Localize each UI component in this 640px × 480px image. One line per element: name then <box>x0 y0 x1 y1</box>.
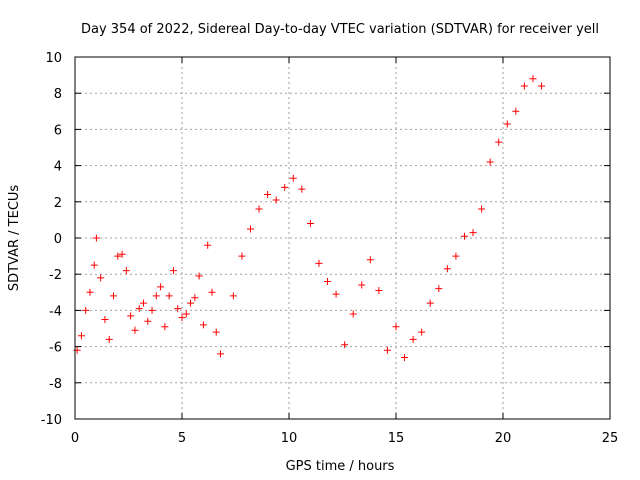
data-point <box>82 306 90 314</box>
y-tick-label: 4 <box>54 160 62 175</box>
data-point <box>281 183 289 191</box>
y-tick-label: 0 <box>54 232 62 247</box>
data-point <box>165 292 173 300</box>
x-tick-label: 15 <box>388 431 405 446</box>
data-point <box>212 328 220 336</box>
data-point <box>272 196 280 204</box>
data-point <box>161 323 169 331</box>
data-point <box>306 220 314 228</box>
data-point <box>409 335 417 343</box>
data-point <box>204 241 212 249</box>
data-point <box>503 120 511 128</box>
data-point <box>443 265 451 273</box>
data-point <box>435 285 443 293</box>
data-point <box>478 205 486 213</box>
data-point <box>255 205 263 213</box>
data-point <box>139 299 147 307</box>
x-axis-label: GPS time / hours <box>286 459 395 474</box>
data-point <box>298 185 306 193</box>
data-point <box>469 229 477 237</box>
y-tick-label: 6 <box>54 123 62 138</box>
x-tick-label: 10 <box>281 431 298 446</box>
y-tick-label: 10 <box>45 51 62 66</box>
data-point <box>358 281 366 289</box>
y-tick-label: 2 <box>54 196 62 211</box>
data-point <box>148 306 156 314</box>
x-tick-label: 5 <box>178 431 186 446</box>
axis-ticks: 0 5 10 15 20 25 -10 -8 -6 -4 -2 0 2 4 6 8 10 <box>41 51 619 446</box>
data-point <box>512 107 520 115</box>
data-point <box>486 158 494 166</box>
data-point <box>392 323 400 331</box>
x-tick-label: 20 <box>495 431 512 446</box>
data-point <box>86 288 94 296</box>
data-points <box>73 75 546 361</box>
y-tick-label: -10 <box>41 413 62 428</box>
data-point <box>110 292 118 300</box>
data-point <box>127 312 135 320</box>
data-point <box>77 332 85 340</box>
data-point <box>418 328 426 336</box>
data-point <box>495 138 503 146</box>
data-point <box>182 310 190 318</box>
data-point <box>520 82 528 90</box>
data-point <box>315 259 323 267</box>
data-point <box>246 225 254 233</box>
data-point <box>152 292 160 300</box>
chart-title: Day 354 of 2022, Sidereal Day-to-day VTE… <box>81 22 599 37</box>
data-point <box>289 174 297 182</box>
grid <box>75 57 610 419</box>
data-point <box>144 317 152 325</box>
data-point <box>187 299 195 307</box>
data-point <box>452 252 460 260</box>
data-point <box>538 82 546 90</box>
plot-frame <box>74 56 611 420</box>
data-point <box>191 294 199 302</box>
x-tick-label: 0 <box>71 431 79 446</box>
data-point <box>366 256 374 264</box>
data-point <box>122 267 130 275</box>
data-point <box>169 267 177 275</box>
data-point <box>118 250 126 258</box>
data-point <box>157 283 165 291</box>
data-point <box>349 310 357 318</box>
data-point <box>460 232 468 240</box>
y-tick-label: -2 <box>49 268 62 283</box>
data-point <box>114 252 122 260</box>
data-point <box>90 261 98 269</box>
data-point <box>401 353 409 361</box>
x-tick-label: 25 <box>602 431 619 446</box>
data-point <box>375 286 383 294</box>
data-point <box>92 234 100 242</box>
data-point <box>131 326 139 334</box>
data-point <box>341 341 349 349</box>
data-point <box>426 299 434 307</box>
data-point <box>208 288 216 296</box>
data-point <box>105 335 113 343</box>
data-point <box>238 252 246 260</box>
y-axis-label: SDTVAR / TECUs <box>7 185 22 292</box>
data-point <box>217 350 225 358</box>
y-tick-label: -6 <box>49 341 62 356</box>
data-point <box>135 305 143 313</box>
data-point <box>264 191 272 199</box>
data-point <box>195 272 203 280</box>
data-point <box>97 274 105 282</box>
y-tick-label: -4 <box>49 304 62 319</box>
data-point <box>383 346 391 354</box>
data-point <box>199 321 207 329</box>
data-point <box>174 305 182 313</box>
data-point <box>229 292 237 300</box>
y-tick-label: -8 <box>49 377 62 392</box>
data-point <box>332 290 340 298</box>
data-point <box>178 314 186 322</box>
data-point <box>324 277 332 285</box>
y-tick-label: 8 <box>54 87 62 102</box>
data-point <box>529 75 537 83</box>
data-point <box>101 315 109 323</box>
